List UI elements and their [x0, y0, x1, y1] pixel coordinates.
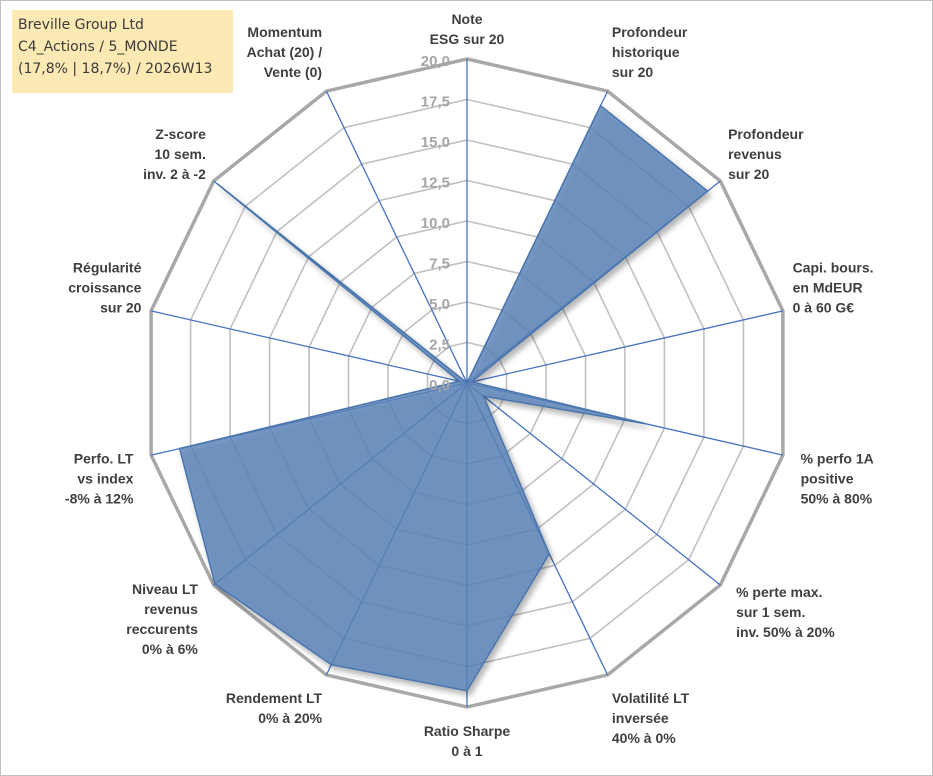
axis-label-line: 0% à 6%	[142, 641, 199, 657]
axis-label-line: reccurents	[126, 621, 198, 637]
axis-label: Volatilité LT inversée 40% à 0%	[612, 690, 690, 746]
series-point	[548, 553, 550, 555]
series-area	[178, 104, 709, 692]
axis-label-line: % perfo 1A	[801, 450, 874, 466]
axis-label-line: Ratio Sharpe	[424, 723, 511, 739]
series-point	[644, 422, 647, 425]
tick-label: 7,5	[429, 256, 450, 273]
series-point	[706, 190, 709, 192]
axis-line	[466, 382, 721, 586]
axis-label-line: revenus	[728, 146, 782, 162]
info-company-name: Breville Group Ltd	[18, 17, 144, 33]
axis-label: Régularité croissance sur 20	[68, 260, 141, 316]
axis-label-line: en MdEUR	[793, 280, 863, 296]
tick-label: 5,0	[429, 296, 450, 313]
axis-label-line: 0% à 20%	[258, 710, 322, 726]
axis-label-line: Z-score	[155, 126, 206, 142]
axis-label: % perfo 1A positive 50% à 80%	[801, 450, 874, 506]
axis-label-line: Rendement LT	[226, 690, 323, 706]
axis-label-line: Régularité	[73, 260, 142, 276]
series-point	[466, 690, 468, 692]
tick-label: 0,0	[429, 377, 450, 394]
axis-label-line: inv. 50% à 20%	[736, 624, 835, 640]
axis-label: Z-score 10 sem. inv. 2 à -2	[143, 126, 206, 182]
radar-series	[178, 104, 709, 692]
axis-label-line: Capi. bours.	[793, 260, 874, 276]
axis-label-line: inversée	[612, 710, 669, 726]
tick-label: 20,0	[421, 53, 450, 70]
axis-label: % perte max. sur 1 sem. inv. 50% à 20%	[736, 584, 835, 640]
axis-line	[150, 310, 468, 384]
axis-label: Niveau LT revenus reccurents 0% à 6%	[126, 581, 198, 657]
axis-label-line: Momentum	[247, 24, 322, 40]
axis-line	[325, 90, 468, 384]
series-point	[482, 395, 485, 397]
axis-label: Profondeur historique sur 20	[612, 24, 688, 80]
series-point	[458, 380, 460, 383]
info-performance-week: (17,8% | 18,7%) / 2026W13	[18, 61, 213, 77]
tick-label: 12,5	[421, 175, 450, 192]
axis-label-line: 0 à 60 G€	[793, 300, 855, 316]
axis-label-line: Volatilité LT	[612, 690, 690, 706]
series-point	[214, 583, 216, 585]
axis-label-line: sur 20	[728, 166, 769, 182]
axis-label-line: 10 sem.	[155, 146, 206, 162]
axis-label-line: Profondeur	[728, 126, 804, 142]
axis-label-line: -8% à 12%	[65, 490, 134, 506]
tick-label: 15,0	[421, 134, 450, 151]
radar-tick-labels: 0,0 2,5 5,0 7,5 10,0 12,5 15,0 17,5 20,0	[421, 53, 450, 394]
series-point	[599, 104, 602, 107]
axis-label: Note ESG sur 20	[430, 11, 505, 47]
axis-label-line: sur 1 sem.	[736, 604, 805, 620]
axis-label-line: Niveau LT	[132, 581, 198, 597]
axis-label-line: 50% à 80%	[801, 490, 873, 506]
axis-label-line: sur 20	[100, 300, 141, 316]
axis-label-line: Note	[451, 11, 482, 27]
axis-label: Perfo. LT vs index -8% à 12%	[65, 450, 134, 506]
series-point	[470, 381, 473, 383]
axis-label-line: inv. 2 à -2	[143, 166, 206, 182]
tick-label: 10,0	[421, 215, 450, 232]
axis-label-line: croissance	[68, 280, 141, 296]
series-point	[178, 447, 181, 450]
axis-label-line: positive	[801, 470, 854, 486]
axis-label-line: % perte max.	[736, 584, 822, 600]
axis-label-line: revenus	[144, 601, 198, 617]
series-point	[466, 382, 468, 384]
axis-label-line: ESG sur 20	[430, 31, 505, 47]
axis-label-line: 40% à 0%	[612, 730, 676, 746]
axis-label-line: Profondeur	[612, 24, 688, 40]
axis-label: Momentum Achat (20) / Vente (0)	[247, 24, 323, 80]
tick-label: 2,5	[429, 337, 450, 354]
axis-label-line: Perfo. LT	[74, 450, 134, 466]
axis-label-line: sur 20	[612, 64, 653, 80]
radar-axis-labels: Note ESG sur 20 Profondeur historique sur 20…	[65, 11, 874, 759]
info-category: C4_Actions / 5_MONDE	[18, 39, 178, 55]
series-point	[216, 183, 219, 185]
axis-label: Rendement LT 0% à 20%	[226, 690, 323, 726]
series-point	[330, 663, 333, 666]
axis-label-line: historique	[612, 44, 680, 60]
axis-label-line: 0 à 1	[451, 743, 482, 759]
axis-label-line: Achat (20) /	[247, 44, 323, 60]
axis-label-line: Vente (0)	[264, 64, 322, 80]
axis-label: Profondeur revenus sur 20	[728, 126, 804, 182]
axis-label: Ratio Sharpe 0 à 1	[424, 723, 511, 759]
axis-label-line: vs index	[77, 470, 133, 486]
tick-label: 17,5	[421, 94, 450, 111]
info-box: Breville Group Ltd C4_Actions / 5_MONDE …	[12, 10, 233, 93]
axis-label: Capi. bours. en MdEUR 0 à 60 G€	[793, 260, 874, 316]
axis-line	[466, 310, 784, 384]
